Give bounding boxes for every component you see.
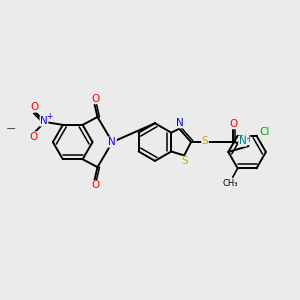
- Text: O: O: [29, 132, 37, 142]
- Text: N: N: [40, 116, 48, 126]
- Text: O: O: [92, 94, 100, 104]
- Text: O: O: [230, 119, 238, 129]
- Text: N: N: [109, 137, 116, 147]
- Text: Cl: Cl: [259, 127, 270, 137]
- Text: O: O: [92, 181, 100, 190]
- Text: CH₃: CH₃: [223, 178, 239, 188]
- Text: N: N: [239, 136, 247, 146]
- Text: +: +: [46, 112, 52, 122]
- Text: N: N: [176, 118, 184, 128]
- Text: −: −: [6, 123, 16, 136]
- Text: S: S: [182, 156, 188, 167]
- Text: S: S: [202, 136, 208, 146]
- Text: O: O: [30, 102, 38, 112]
- Text: H: H: [243, 135, 250, 144]
